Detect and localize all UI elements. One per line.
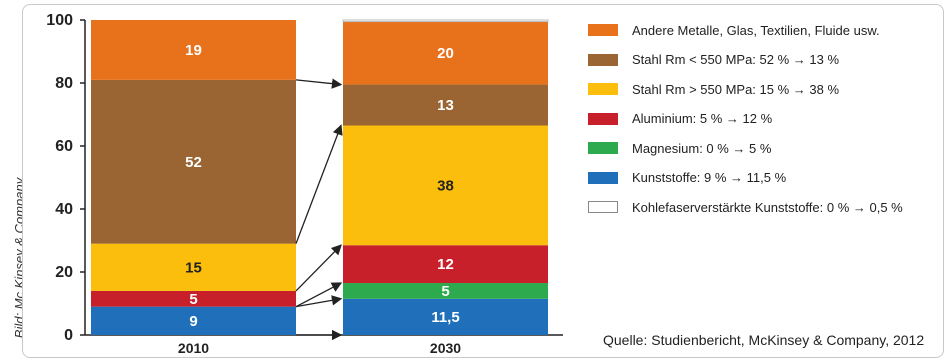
legend-swatch — [588, 83, 618, 95]
bar-data-label: 38 — [437, 177, 454, 194]
bar-data-label: 9 — [189, 313, 197, 330]
y-tick-label: 40 — [55, 201, 73, 218]
bar-data-label: 19 — [185, 42, 202, 59]
stacked-bar-chart: 0 20 40 60 80 100 9 5 15 52 19 2010 11,5 5 12 38 13 20 203… — [46, 12, 563, 356]
bar-segment — [91, 79, 296, 244]
bar-segment — [343, 84, 548, 126]
bar-data-label: 11,5 — [431, 309, 459, 326]
legend-item: Aluminium: 5 % → 12 % — [588, 106, 950, 132]
y-tick-label: 100 — [46, 12, 73, 29]
legend-label: Kunststoffe: 9 % → 11,5 % — [632, 170, 787, 185]
bar-data-label: 20 — [437, 45, 454, 62]
legend-swatch — [588, 142, 618, 154]
bar-segment — [343, 21, 548, 85]
change-arrow — [295, 124, 343, 244]
x-category-label: 2030 — [430, 340, 461, 356]
bar-data-label: 13 — [437, 97, 454, 114]
legend-item: Stahl Rm < 550 MPa: 52 % → 13 % — [588, 47, 950, 73]
bar-data-label: 52 — [185, 154, 202, 171]
chart-frame: 0 20 40 60 80 100 9 5 15 52 19 2010 11,5 5 12 38 13 20 203… — [22, 4, 944, 358]
legend-swatch — [588, 112, 618, 125]
legend-item: Magnesium: 0 % → 5 % — [588, 135, 950, 161]
legend-item: Kunststoffe: 9 % → 11,5 % — [588, 165, 950, 191]
bar-segment — [343, 125, 548, 246]
change-arrow — [295, 282, 343, 308]
bar-segment — [343, 298, 548, 335]
bar-segment — [343, 245, 548, 284]
source-note: Quelle: Studienbericht, McKinsey & Compa… — [603, 332, 925, 348]
bar-segment — [91, 290, 296, 307]
y-tick-label: 80 — [55, 75, 73, 92]
legend-label: Aluminium: 5 % → 12 % — [632, 111, 773, 126]
chart-legend: Andere Metalle, Glas, Textilien, Fluide … — [588, 17, 950, 224]
legend-item: Kohlefaserverstärkte Kunststoffe: 0 % → … — [588, 194, 950, 220]
x-category-label: 2010 — [178, 340, 209, 356]
bar-data-label: 5 — [441, 283, 449, 300]
bar-data-label: 5 — [189, 291, 197, 308]
bar-data-label: 15 — [185, 259, 202, 276]
bar-segment — [91, 243, 296, 291]
bar-segment — [343, 283, 548, 299]
bar-segment — [91, 20, 296, 80]
legend-item: Stahl Rm > 550 MPa: 15 % → 38 % — [588, 76, 950, 102]
legend-item: Andere Metalle, Glas, Textilien, Fluide … — [588, 17, 950, 43]
legend-swatch — [588, 53, 618, 66]
bar-segment — [342, 19, 549, 23]
legend-swatch — [588, 201, 618, 213]
legend-label: Kohlefaserverstärkte Kunststoffe: 0 % → … — [632, 199, 903, 215]
change-arrow — [295, 78, 343, 89]
bar-data-label: 12 — [437, 256, 454, 273]
y-tick-label: 0 — [64, 327, 73, 344]
change-arrow — [295, 244, 342, 292]
y-tick-label: 60 — [55, 138, 73, 155]
legend-swatch — [588, 171, 618, 184]
legend-label: Stahl Rm > 550 MPa: 15 % → 38 % — [632, 81, 840, 97]
legend-label: Stahl Rm < 550 MPa: 52 % → 13 % — [632, 52, 840, 67]
change-arrow — [295, 295, 343, 308]
bar-segment — [91, 306, 296, 335]
legend-label: Andere Metalle, Glas, Textilien, Fluide … — [632, 22, 880, 38]
y-tick-label: 20 — [55, 264, 73, 281]
legend-swatch — [588, 24, 618, 36]
legend-label: Magnesium: 0 % → 5 % — [632, 140, 772, 156]
